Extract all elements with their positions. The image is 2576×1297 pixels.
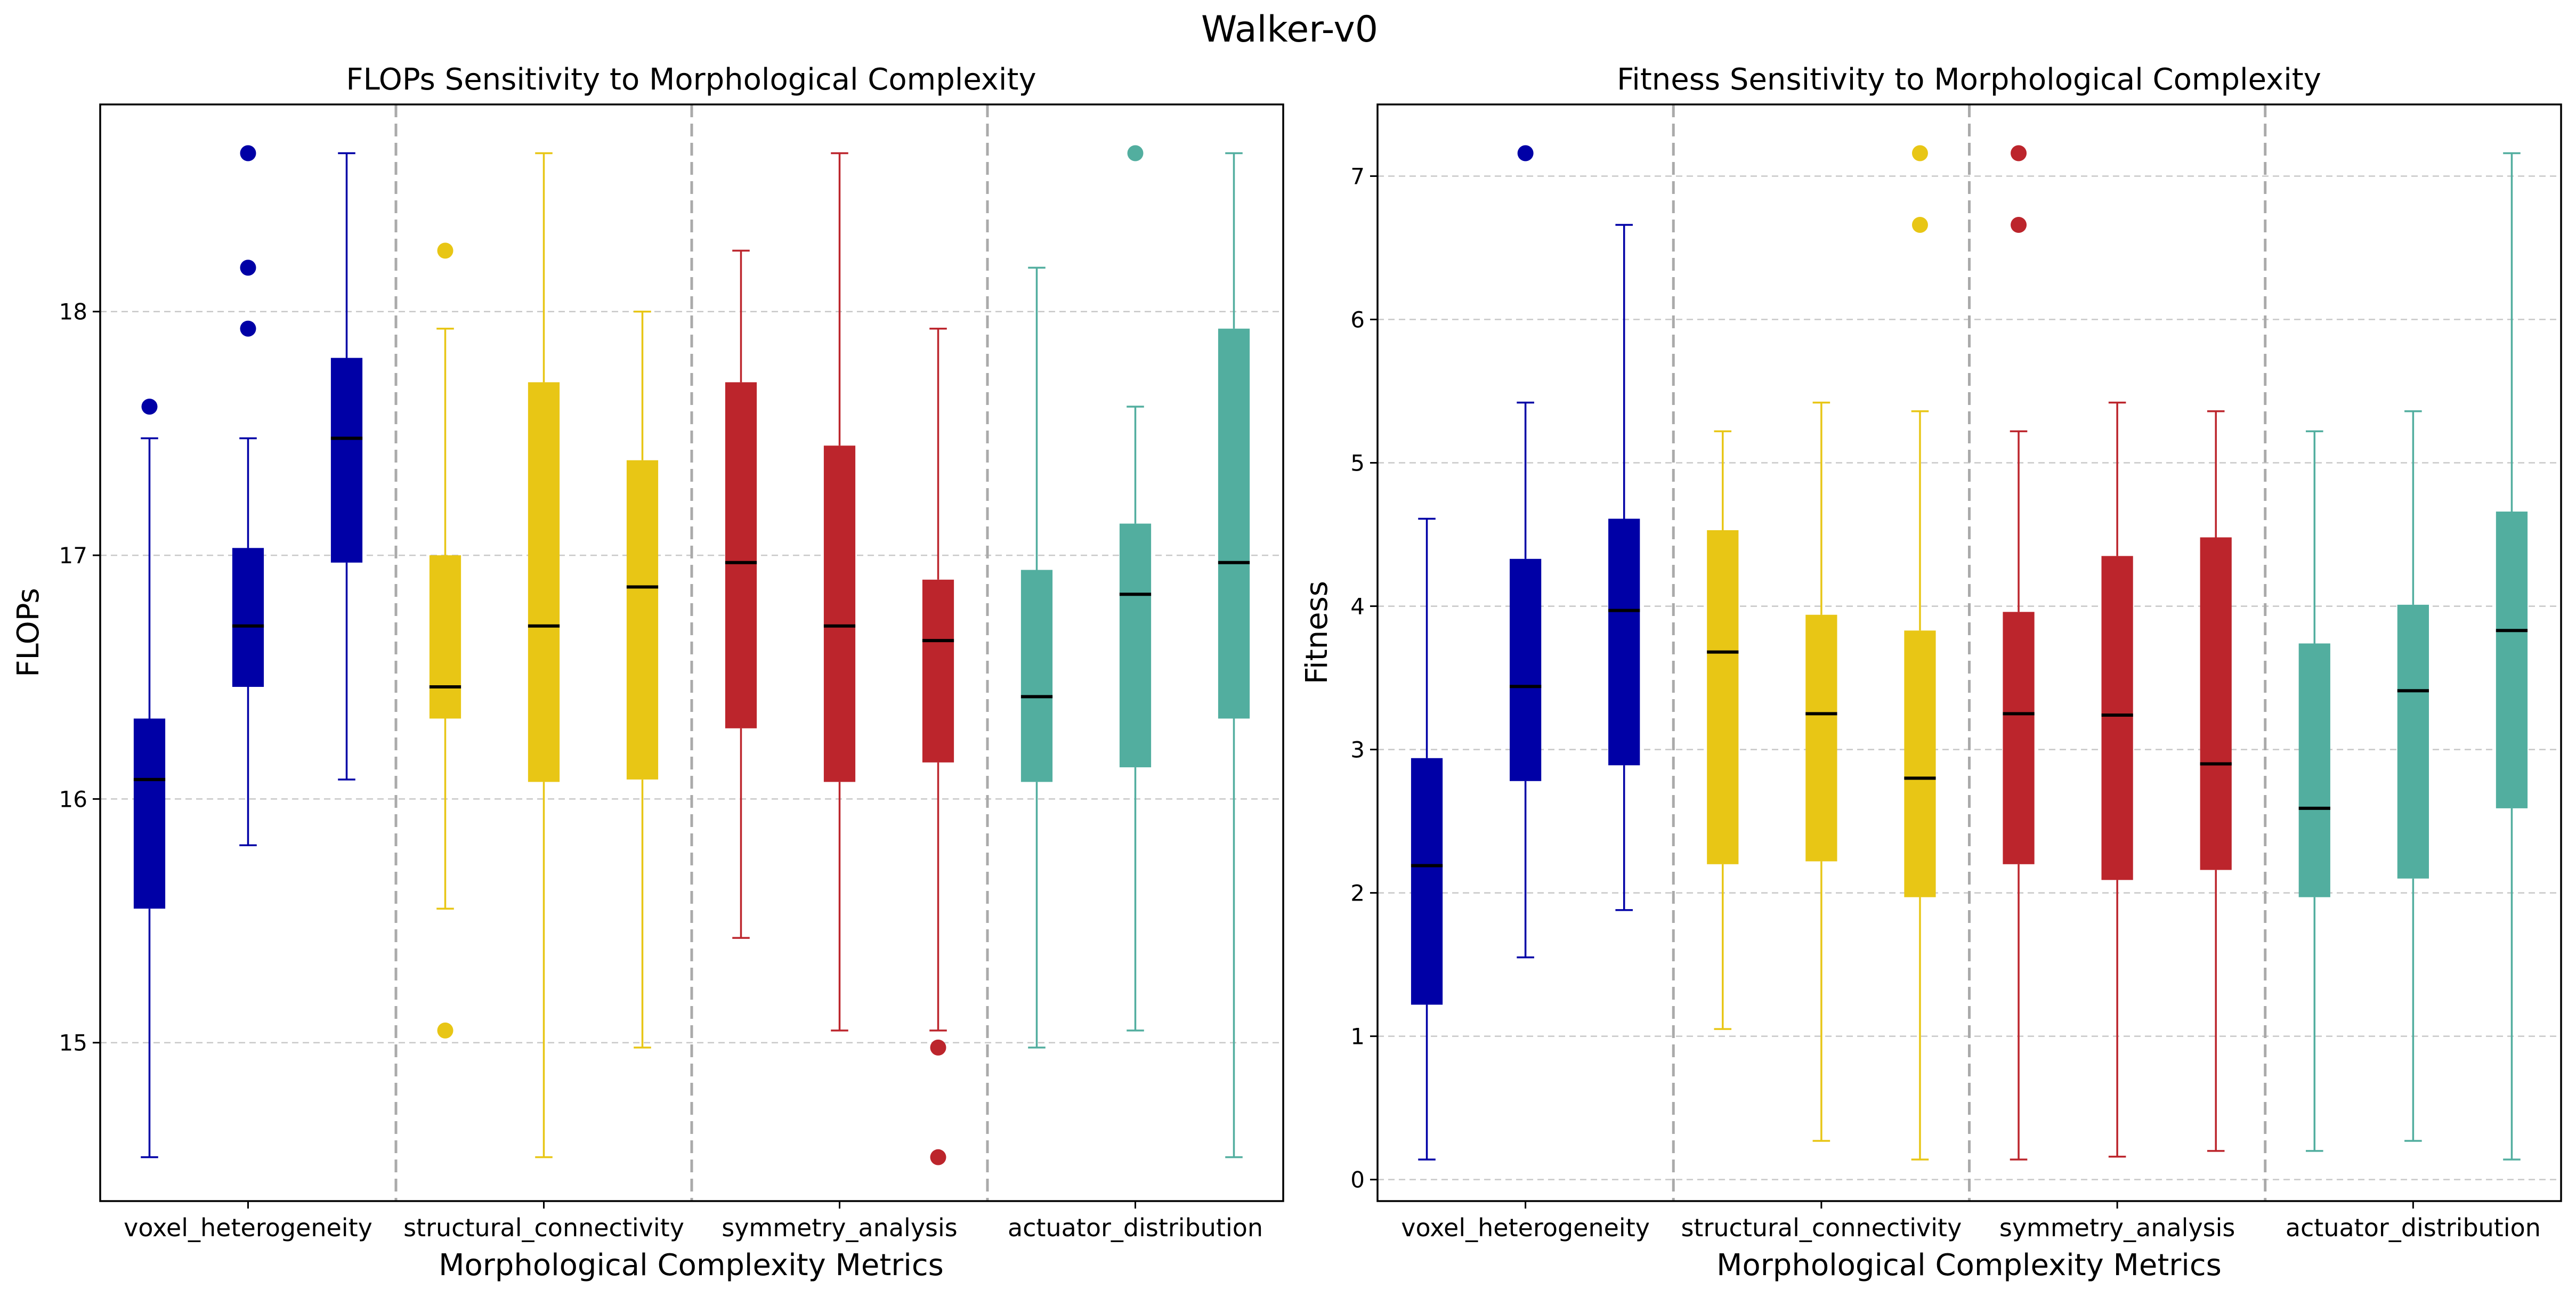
flops-box-g3-b2-body	[1218, 328, 1250, 719]
fitness-box-g3-b0-body	[2298, 643, 2330, 897]
flops-box-g0-b1-outlier-0	[240, 145, 256, 161]
fitness-box-g1-b2-outlier-0	[1911, 145, 1928, 161]
flops-y-tick-label: 18	[59, 299, 87, 325]
fitness-box-g1-b1-body	[1805, 614, 1837, 862]
flops-box-g3-b0-body	[1020, 570, 1053, 782]
flops-box-g3-b1-body	[1119, 523, 1152, 767]
fitness-y-tick-label: 5	[1350, 450, 1365, 476]
flops-box-g2-b2-outlier-0	[930, 1039, 946, 1056]
flops-box-g0-b1-body	[232, 548, 264, 687]
fitness-box-g0-b0-body	[1411, 758, 1443, 1005]
flops-chart-title: FLOPs Sensitivity to Morphological Compl…	[346, 62, 1036, 97]
fitness-x-tick-label: actuator_distribution	[2286, 1213, 2541, 1242]
fitness-chart-title: Fitness Sensitivity to Morphological Com…	[1617, 62, 2321, 97]
flops-box-g1-b2-body	[626, 460, 659, 780]
flops-box-g1-b1-body	[528, 382, 560, 782]
flops-plot-frame	[99, 103, 1284, 1202]
flops-box-g2-b0-body	[725, 382, 757, 728]
fitness-box-g3-b1-body	[2397, 604, 2429, 879]
fitness-y-axis-label: Fitness	[1300, 581, 1334, 684]
fitness-box-g1-b0-body	[1707, 530, 1739, 864]
fitness-y-tick-label: 7	[1350, 164, 1365, 190]
flops-box-g0-b1-outlier-1	[240, 260, 256, 276]
flops-box-g2-b1-body	[823, 445, 856, 782]
fitness-x-tick-label: symmetry_analysis	[1999, 1213, 2235, 1242]
fitness-plot-frame	[1376, 103, 2562, 1202]
fitness-y-tick-label: 3	[1350, 737, 1365, 763]
flops-box-g2-b2-body	[922, 579, 954, 763]
flops-box-g2-b2-outlier-1	[930, 1149, 946, 1165]
flops-box-g1-b0-outlier-0	[437, 242, 453, 259]
fitness-y-tick-label: 0	[1350, 1167, 1365, 1193]
flops-box-g1-b0-body	[429, 555, 461, 719]
fitness-y-tick-label: 2	[1350, 880, 1365, 906]
fitness-chart-panel: Fitness Sensitivity to Morphological Com…	[1300, 62, 2562, 1283]
fitness-box-g2-b1-body	[2101, 556, 2133, 880]
fitness-box-g1-b2-outlier-1	[1911, 216, 1928, 233]
figure-title: Walker-v0	[1201, 9, 1378, 51]
flops-box-g3-b1-outlier-0	[1127, 145, 1144, 161]
fitness-box-g2-b0-outlier-1	[2011, 216, 2027, 233]
flops-x-tick-label: voxel_heterogeneity	[124, 1213, 372, 1242]
flops-box-g0-b0-outlier-0	[141, 399, 158, 415]
flops-y-tick-label: 15	[59, 1030, 87, 1056]
fitness-box-g2-b2-body	[2200, 537, 2232, 870]
flops-x-tick-label: actuator_distribution	[1008, 1213, 1263, 1242]
flops-x-tick-label: structural_connectivity	[403, 1213, 684, 1242]
flops-box-g0-b2-body	[330, 358, 363, 563]
fitness-box-g0-b1-body	[1510, 558, 1542, 781]
flops-x-axis-label: Morphological Complexity Metrics	[439, 1248, 944, 1283]
fitness-y-tick-label: 4	[1350, 594, 1365, 620]
fitness-x-tick-label: structural_connectivity	[1681, 1213, 1962, 1242]
flops-x-tick-label: symmetry_analysis	[722, 1213, 958, 1242]
fitness-box-g2-b0-outlier-0	[2011, 145, 2027, 161]
flops-y-tick-label: 16	[59, 786, 87, 812]
flops-box-g0-b0-body	[133, 718, 166, 909]
fitness-box-g3-b2-body	[2496, 512, 2528, 808]
fitness-box-g2-b0-body	[2003, 612, 2035, 864]
flops-y-axis-label: FLOPs	[11, 588, 46, 677]
fitness-y-tick-label: 6	[1350, 307, 1365, 333]
flops-y-tick-label: 17	[59, 542, 87, 569]
fitness-x-tick-label: voxel_heterogeneity	[1401, 1213, 1650, 1242]
fitness-box-g1-b2-body	[1904, 630, 1936, 897]
flops-chart-panel: FLOPs Sensitivity to Morphological Compl…	[11, 62, 1284, 1283]
fitness-box-g0-b1-outlier-0	[1517, 145, 1534, 161]
fitness-y-tick-label: 1	[1350, 1024, 1365, 1050]
fitness-box-g0-b2-body	[1608, 518, 1640, 766]
flops-box-g0-b1-outlier-2	[240, 320, 256, 337]
flops-box-g1-b0-outlier-1	[437, 1022, 453, 1039]
fitness-x-axis-label: Morphological Complexity Metrics	[1716, 1248, 2222, 1283]
